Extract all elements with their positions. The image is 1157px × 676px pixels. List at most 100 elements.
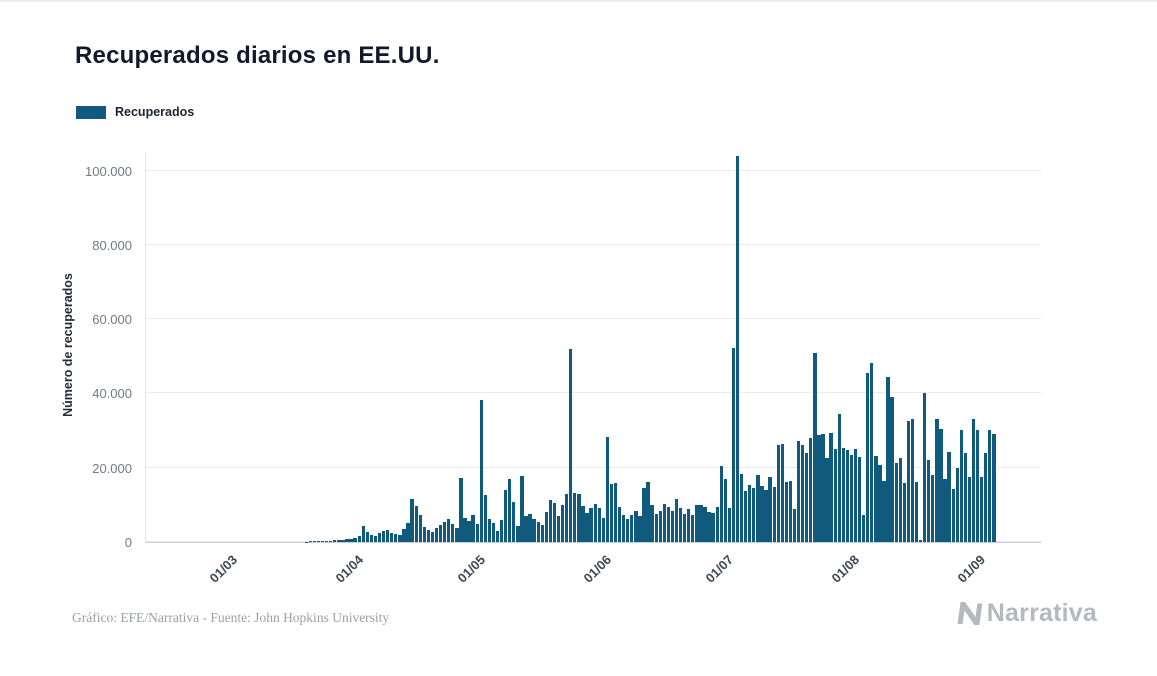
bar [923, 393, 926, 542]
bar [866, 373, 869, 542]
y-tick-label: 60.000 [34, 312, 132, 327]
bar [585, 513, 588, 542]
bar [720, 466, 723, 542]
bar [451, 524, 454, 542]
bar [569, 349, 572, 543]
bar [634, 511, 637, 542]
bar [703, 507, 706, 542]
bar [777, 445, 780, 542]
bar [598, 508, 601, 542]
bar [911, 419, 914, 542]
bar [854, 449, 857, 542]
bar [952, 489, 955, 542]
narrativa-logo-mark [956, 602, 983, 625]
x-tick-label: 01/04 [332, 552, 366, 586]
narrativa-logo-text: Narrativa [987, 599, 1097, 628]
bar [557, 516, 560, 542]
bar [463, 518, 466, 542]
bar [805, 453, 808, 542]
bar [447, 519, 450, 542]
bar [622, 515, 625, 542]
bars-layer [146, 152, 1041, 542]
bar [785, 482, 788, 542]
narrativa-logo: Narrativa [958, 599, 1097, 628]
bar [895, 463, 898, 542]
bar [594, 504, 597, 542]
legend-swatch-icon [76, 106, 106, 119]
bar [545, 512, 548, 542]
y-tick-label: 80.000 [34, 238, 132, 253]
bar [834, 449, 837, 542]
bar [618, 507, 621, 542]
bar [626, 519, 629, 542]
bar [471, 515, 474, 542]
bar [553, 503, 556, 542]
bar [406, 523, 409, 542]
bar [793, 509, 796, 542]
bar [756, 475, 759, 542]
bar [821, 434, 824, 542]
x-tick-label: 01/05 [455, 552, 489, 586]
y-tick-label: 100.000 [34, 164, 132, 179]
bar [439, 525, 442, 542]
bar [671, 511, 674, 542]
bar [707, 512, 710, 542]
bar [886, 377, 889, 542]
bar [370, 535, 373, 542]
bar [736, 156, 739, 542]
x-tick-label: 01/06 [581, 552, 615, 586]
bar [980, 477, 983, 542]
bar [968, 477, 971, 542]
bar [675, 499, 678, 542]
bar [695, 505, 698, 543]
bar [577, 494, 580, 542]
bar [732, 348, 735, 542]
bar [386, 530, 389, 542]
bar [716, 507, 719, 542]
bar [390, 533, 393, 542]
bar [801, 445, 804, 542]
bar [480, 400, 483, 542]
bar [431, 532, 434, 542]
bar [382, 531, 385, 542]
bar [931, 475, 934, 542]
bar [846, 450, 849, 542]
bar [797, 441, 800, 542]
bar [683, 514, 686, 542]
bar [943, 479, 946, 542]
bar [541, 525, 544, 542]
bar [362, 526, 365, 542]
bar [972, 419, 975, 542]
bar [410, 499, 413, 542]
bar [524, 516, 527, 542]
bar [760, 486, 763, 542]
bar [890, 397, 893, 542]
bar [500, 520, 503, 542]
x-tick-label: 01/07 [703, 552, 737, 586]
x-tick-label: 01/08 [829, 552, 863, 586]
source-credit: Gráfico: EFE/Narrativa - Fuente: John Ho… [72, 610, 389, 626]
bar [903, 483, 906, 542]
bar [748, 485, 751, 542]
bar [960, 430, 963, 542]
bar [984, 453, 987, 542]
bar [956, 468, 959, 542]
bar [512, 502, 515, 542]
bar [394, 534, 397, 542]
x-tick-label: 01/09 [955, 552, 989, 586]
bar [947, 452, 950, 542]
bar [992, 434, 995, 542]
bar [907, 421, 910, 542]
bar [642, 488, 645, 542]
bar [366, 532, 369, 542]
bar [606, 437, 609, 542]
bar [850, 455, 853, 542]
bar [581, 506, 584, 542]
legend-label: Recuperados [115, 105, 194, 119]
bar [870, 363, 873, 542]
bar [711, 513, 714, 542]
bar [520, 476, 523, 542]
